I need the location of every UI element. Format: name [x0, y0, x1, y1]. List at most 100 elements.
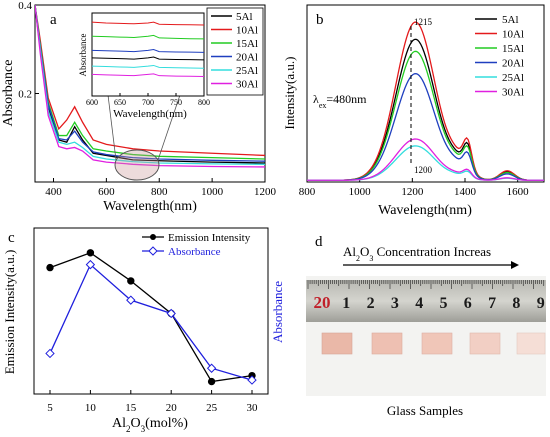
ruler-number-8: 8 [512, 295, 520, 312]
inset-ticks: 600 650 700 750 800 [86, 93, 210, 107]
ruler-numbers: 20 1 2 3 4 5 6 7 8 9 [314, 293, 545, 312]
b-legend-label-3: 20Al [502, 58, 524, 70]
panel-c-ylabel: Emission Intensity(a.u.) [2, 250, 17, 375]
glass-sample-3 [421, 332, 453, 355]
concentration-arrow-head [511, 261, 519, 269]
a-xtick-label-1: 600 [98, 186, 115, 198]
ruler-number-6: 6 [464, 295, 472, 312]
inset-xtick-label-1: 650 [114, 98, 126, 107]
ruler [306, 280, 546, 322]
c-xtick-label-2: 15 [125, 402, 137, 414]
panel-a-xlabel: Wavelength(nm) [103, 199, 197, 214]
c-xtick-label-1: 10 [85, 402, 97, 414]
panel-b-ylabel: Intensity(a.u.) [282, 57, 297, 130]
inset-series-15Al [91, 34, 205, 40]
a-legend-label-2: 15Al [236, 38, 258, 50]
a-xtick-label-2: 800 [151, 186, 168, 198]
ruler-number-5: 5 [440, 295, 448, 312]
c-absorbance-point-1 [85, 259, 96, 270]
c-legend-label-1: Absorbance [168, 246, 221, 258]
b-xtick-label-4: 1600 [507, 186, 530, 198]
b-xtick-label-0: 800 [299, 186, 316, 198]
panel-c-ylabel-right: Absorbance [270, 281, 285, 343]
c-legend-marker-1 [148, 246, 158, 256]
peak-top-label: 1215 [414, 17, 433, 27]
a-legend-box [206, 7, 264, 96]
c-absorbance-point-2 [126, 295, 136, 305]
b-xtick-label-3: 1400 [454, 186, 477, 198]
c-absorbance-point-0 [45, 348, 55, 359]
ruler-number-2: 2 [367, 295, 375, 312]
c-emission-point-0 [46, 263, 54, 272]
glass-sample-1 [321, 332, 353, 355]
b-xtick-label-1: 1000 [349, 186, 372, 198]
c-xtick-label-5: 30 [247, 402, 259, 414]
ruler-number-7: 7 [488, 295, 496, 312]
panel-c-frame [33, 227, 269, 395]
c-legend-label-0: Emission Intensity [168, 232, 251, 244]
c-xtick-label-0: 5 [47, 402, 53, 414]
c-absorbance-point-4 [206, 363, 217, 373]
ruler-number-3: 3 [391, 295, 399, 312]
panel-c-series [45, 249, 257, 386]
panel-c-ticks: 5 10 15 20 25 30 [47, 390, 258, 414]
a-legend-label-4: 25Al [236, 65, 258, 77]
panel-d: d Al2O3 Concentration Increas 20 1 2 3 4 5 6 7 8… [306, 234, 546, 418]
panel-b-xlabel: Wavelength(nm) [378, 203, 472, 218]
inset-series [91, 21, 205, 77]
panel-a-label: a [50, 12, 57, 28]
c-absorbance-point-5 [247, 375, 257, 385]
a-legend-label-3: 20Al [236, 52, 258, 64]
b-series-30Al [307, 138, 544, 181]
inset-xtick-label-4: 800 [198, 98, 210, 107]
inset-series-20Al [91, 49, 205, 53]
panel-c-label: c [8, 230, 15, 246]
panel-c: c 5 10 15 20 25 30 Emission Intensity Absorban… [2, 227, 285, 434]
b-legend-label-1: 10Al [502, 29, 524, 41]
b-legend-label-5: 30Al [502, 87, 524, 99]
b-legend-label-2: 15Al [502, 43, 524, 55]
panel-b-frame [306, 4, 545, 183]
b-legend-label-4: 25Al [502, 72, 524, 84]
a-ytick-label-1: 0.4 [18, 0, 32, 12]
panel-b: b 800 1000 1200 1400 1600 1215 1200 λex=480n… [282, 4, 545, 218]
c-legend-marker-0 [150, 234, 156, 240]
c-series-line-1 [49, 263, 253, 381]
panel-b-legend: 5Al 10Al 15Al 20Al 25Al 30Al [475, 14, 524, 99]
panel-d-label: d [315, 234, 323, 250]
b-series-25Al [307, 145, 544, 181]
ruler-number-0: 20 [314, 293, 331, 312]
a-xtick-label-0: 400 [45, 186, 62, 198]
a-legend-label-1: 10Al [236, 25, 258, 37]
c-series-line-0 [49, 252, 253, 383]
panel-a-inset: 600 650 700 750 800 Wavelength(nm) Absorbanc… [78, 12, 210, 120]
ruler-ticks [307, 280, 545, 289]
inset-xlabel: Wavelength(nm) [113, 108, 187, 120]
inset-series-30Al [91, 73, 205, 77]
panel-b-series [307, 21, 544, 181]
b-legend-label-0: 5Al [502, 14, 519, 26]
inset-xtick-label-0: 600 [86, 98, 98, 107]
b-series-15Al [307, 50, 544, 181]
panel-a-ticks: 400 600 800 1000 1200 0.2 0.4 [18, 0, 276, 198]
inset-xtick-label-2: 700 [142, 98, 154, 107]
c-xtick-label-3: 20 [166, 402, 178, 414]
a-legend-label-5: 30Al [236, 79, 258, 91]
glass-sample-4 [469, 332, 501, 355]
glass-samples [321, 332, 546, 355]
c-absorbance-point-3 [166, 308, 176, 319]
zoom-ellipse [114, 149, 160, 181]
b-xtick-label-2: 1200 [401, 186, 424, 198]
c-xtick-label-4: 25 [206, 402, 218, 414]
inset-ylabel: Absorbance [78, 34, 88, 77]
glass-sample-5 [516, 332, 546, 355]
photo-caption: Glass Samples [387, 403, 463, 418]
ruler-number-1: 1 [342, 295, 350, 312]
excitation-label: λex=480nm [313, 92, 367, 110]
concentration-arrow-label: Al2O3 Concentration Increas [343, 244, 491, 263]
a-legend-label-0: 5Al [236, 11, 253, 23]
glass-sample-2 [371, 332, 403, 355]
inset-frame [91, 12, 205, 97]
